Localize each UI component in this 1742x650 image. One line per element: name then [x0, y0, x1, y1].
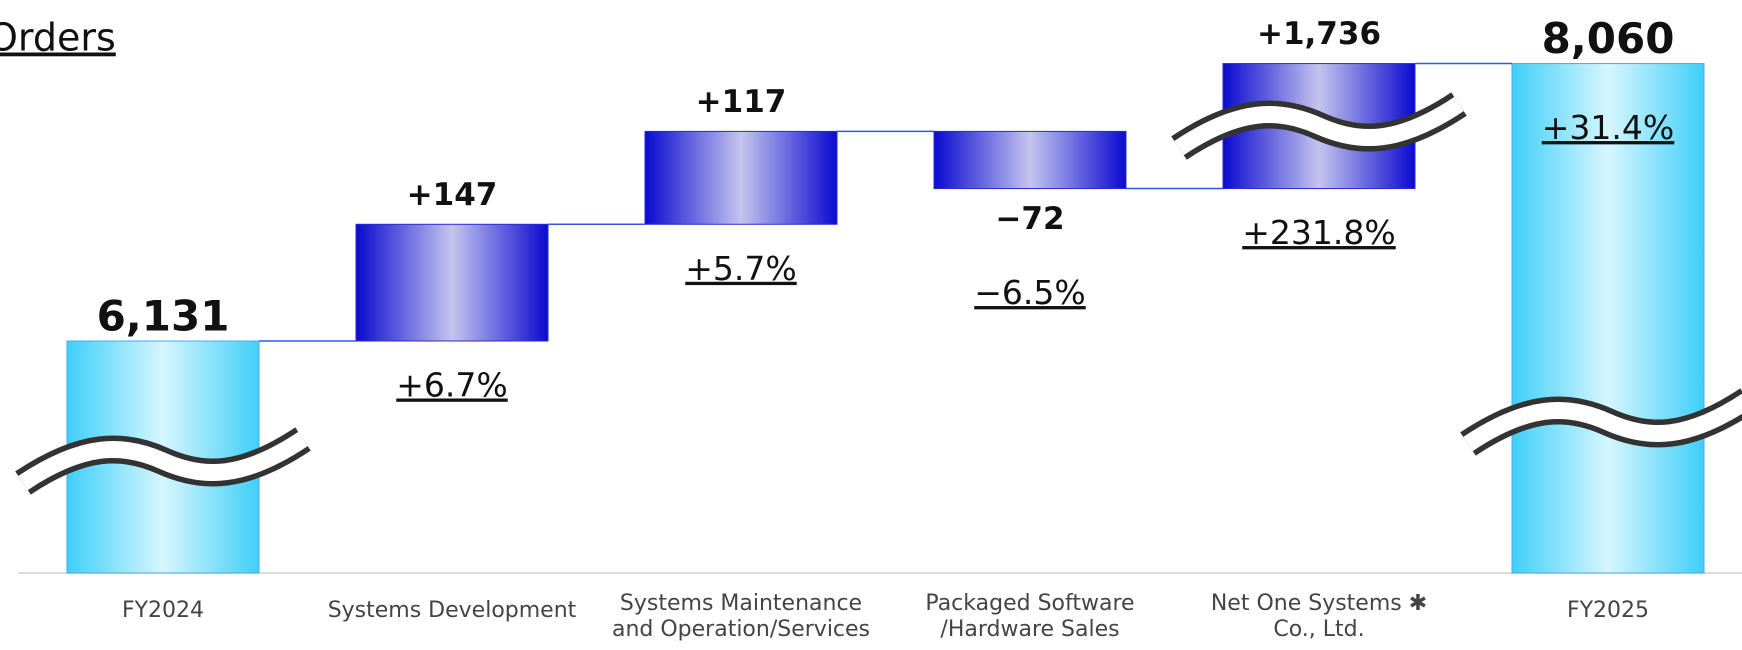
total-label: 8,060	[1542, 14, 1675, 63]
change-label: +231.8%	[1242, 213, 1395, 252]
category-label: and Operation/Services	[612, 617, 870, 642]
change-label: +5.7%	[685, 249, 797, 288]
axis-break	[1463, 393, 1742, 452]
change-label: −6.5%	[974, 273, 1086, 312]
axis-break	[1174, 96, 1464, 156]
category-label: FY2024	[122, 598, 204, 623]
delta-bar	[644, 130, 838, 225]
axis-break	[18, 431, 308, 491]
delta-bar	[933, 130, 1127, 190]
total-label: 6,131	[97, 292, 230, 341]
chart-title: Orders	[0, 16, 116, 60]
total-bar	[1511, 63, 1705, 574]
category-label: FY2025	[1567, 598, 1649, 623]
delta-bar	[355, 223, 549, 342]
category-label: Co., Ltd.	[1273, 617, 1364, 642]
change-label: +6.7%	[396, 366, 508, 405]
value-label: −72	[995, 201, 1064, 237]
category-label: Packaged Software	[925, 591, 1134, 616]
category-label: Net One Systems ✱	[1211, 591, 1427, 616]
change-label: +31.4%	[1542, 108, 1674, 147]
category-label: /Hardware Sales	[940, 617, 1119, 642]
value-label: +1,736	[1257, 16, 1381, 52]
category-label: Systems Maintenance	[620, 591, 862, 616]
value-label: +117	[696, 84, 787, 120]
category-label: Systems Development	[328, 598, 577, 623]
value-label: +147	[407, 177, 498, 213]
